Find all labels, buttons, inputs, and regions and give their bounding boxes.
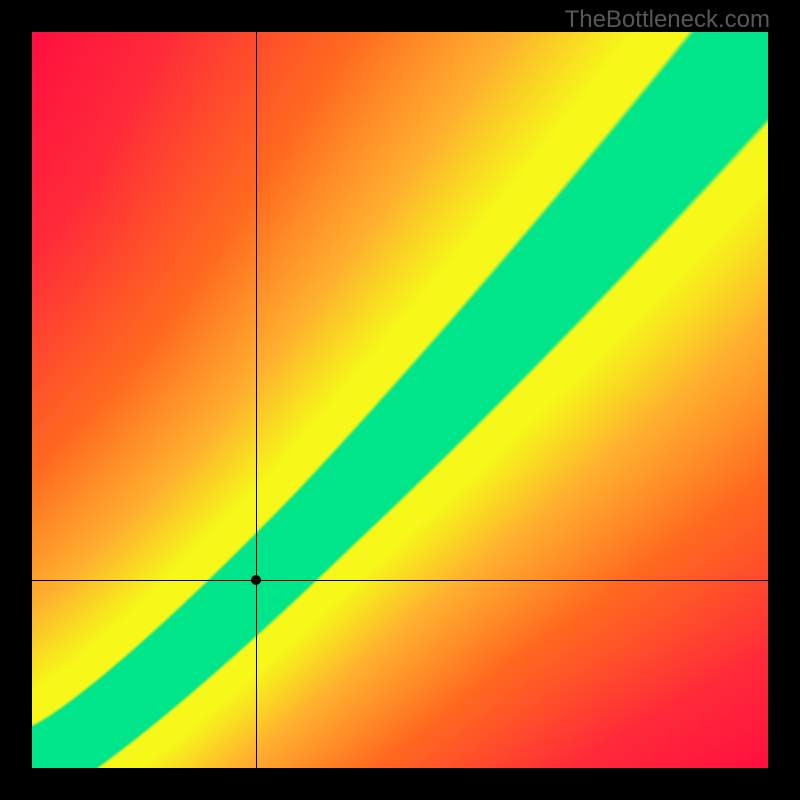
crosshair-horizontal — [32, 580, 768, 581]
data-point-marker — [251, 575, 261, 585]
chart-container: TheBottleneck.com — [0, 0, 800, 800]
heatmap-canvas — [32, 32, 768, 768]
crosshair-vertical — [256, 32, 257, 768]
plot-area — [32, 32, 768, 768]
watermark-text: TheBottleneck.com — [565, 6, 770, 34]
